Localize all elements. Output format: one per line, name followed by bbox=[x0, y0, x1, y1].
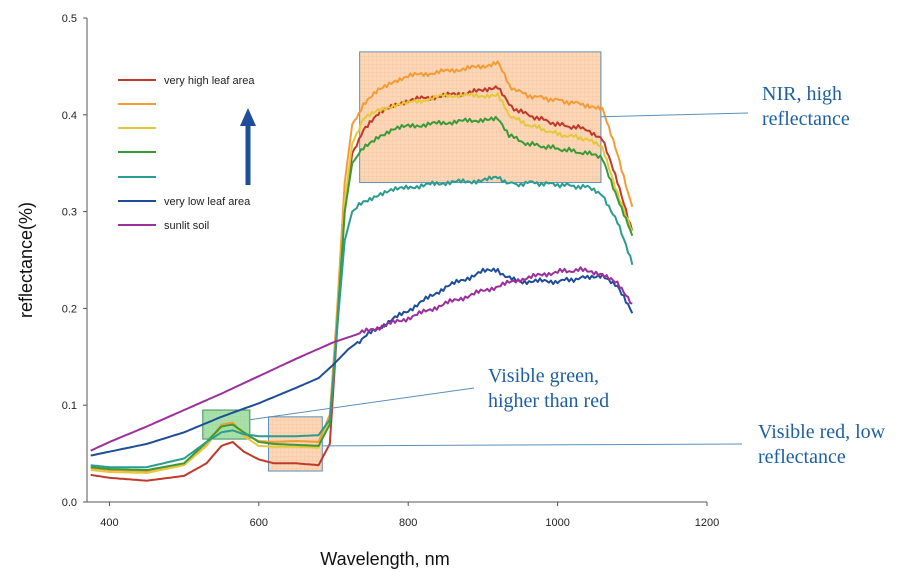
legend-label-6: sunlit soil bbox=[164, 220, 209, 232]
annotation-green-text: Visible green, bbox=[488, 365, 599, 387]
y-tick-label: 0.0 bbox=[62, 497, 77, 509]
legend: very high leaf area very low leaf area sun… bbox=[118, 75, 256, 232]
annotation-nir-text: reflectance bbox=[762, 108, 850, 130]
annotations: NIR, high reflectance Visible green, higher… bbox=[249, 83, 886, 468]
series-line-0 bbox=[90, 85, 634, 482]
annotation-red-text: Visible red, low bbox=[758, 421, 886, 443]
y-tick-label: 0.4 bbox=[62, 110, 77, 122]
series-line-5 bbox=[90, 267, 634, 457]
y-tick-label: 0.2 bbox=[62, 303, 77, 315]
highlight-boxes bbox=[202, 51, 602, 472]
annotation-red-leader bbox=[322, 443, 743, 447]
x-tick-label: 1000 bbox=[545, 517, 569, 529]
annotation-green-text: higher than red bbox=[488, 390, 609, 412]
nir-box-grid bbox=[359, 51, 601, 183]
annotation-nir-text: NIR, high bbox=[762, 83, 842, 105]
annotation-red-text: reflectance bbox=[758, 446, 846, 468]
legend-arrow-head bbox=[240, 108, 256, 126]
series-line-6 bbox=[90, 266, 633, 452]
annotation-green-leader bbox=[249, 387, 475, 421]
y-tick-label: 0.5 bbox=[62, 13, 77, 25]
series-lines bbox=[90, 60, 634, 482]
x-tick-label: 600 bbox=[250, 517, 268, 529]
y-tick-label: 0.3 bbox=[62, 207, 77, 219]
tick-labels: 400 600 800 1000 1200 0.0 0.1 0.2 0.3 0.4 0.5 bbox=[62, 13, 720, 529]
series-line-3 bbox=[90, 115, 634, 472]
x-tick-label: 1200 bbox=[695, 517, 719, 529]
x-axis-title: Wavelength, nm bbox=[320, 549, 449, 569]
x-tick-label: 800 bbox=[399, 517, 417, 529]
series-line-4 bbox=[90, 175, 634, 469]
axes bbox=[86, 18, 707, 503]
y-axis-title: reflectance(%) bbox=[16, 202, 36, 318]
series-line-2 bbox=[90, 92, 634, 474]
y-tick-label: 0.1 bbox=[62, 400, 77, 412]
annotation-nir-leader bbox=[600, 112, 749, 118]
legend-label-0: very high leaf area bbox=[164, 75, 255, 87]
x-tick-label: 400 bbox=[100, 517, 118, 529]
legend-label-5: very low leaf area bbox=[164, 196, 251, 208]
